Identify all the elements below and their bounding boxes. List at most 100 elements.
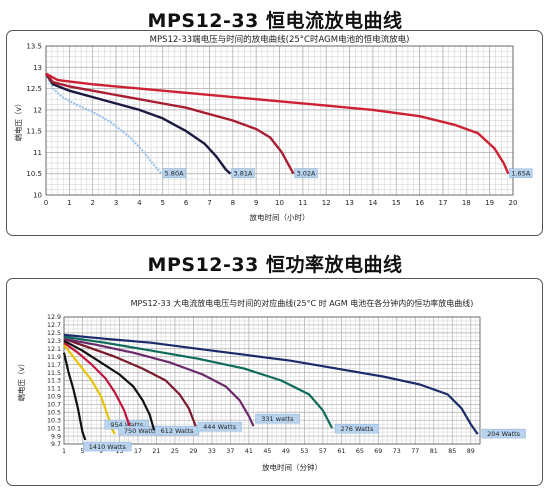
chart2-y-tick-label: 10.5 xyxy=(47,409,61,416)
chart1-y-tick-label: 10.5 xyxy=(26,170,42,178)
chart2-series-line xyxy=(63,335,334,429)
chart1-y-tick-label: 10 xyxy=(33,192,42,200)
chart1-y-axis-label: 端电压（v） xyxy=(13,100,23,142)
chart2-x-tick-label: 1 xyxy=(62,448,66,455)
chart2-series-line xyxy=(63,339,156,431)
chart1-y-tick-label: 13 xyxy=(33,64,42,72)
chart1-series-label: 1.65A xyxy=(511,170,530,178)
chart2-title: MPS12-33 大电流放电电压与时间的对应曲线(25°C 时 AGM 电池在各… xyxy=(131,298,474,308)
chart1-x-tick-label: 11 xyxy=(298,199,307,207)
chart2-y-tick-label: 10.3 xyxy=(47,417,61,424)
chart2-series-line xyxy=(62,352,87,441)
chart1-x-tick-label: 14 xyxy=(368,199,377,207)
chart2-x-tick-label: 21 xyxy=(152,448,160,455)
chart1-x-tick-label: 15 xyxy=(392,199,401,207)
chart2-series-label: 612 Watts xyxy=(161,427,195,435)
chart1-x-tick-label: 13 xyxy=(345,199,354,207)
chart1-series-label-box xyxy=(509,168,533,178)
chart1-x-tick-label: 1 xyxy=(67,199,71,207)
chart1-series-line xyxy=(45,73,163,175)
chart1-series-label-box xyxy=(231,168,255,178)
chart2-x-tick-label: 33 xyxy=(208,448,216,455)
chart1-y-tick-label: 11.5 xyxy=(26,128,42,136)
chart2-series-line xyxy=(63,333,479,435)
chart2-x-tick-label: 89 xyxy=(467,448,475,455)
chart1-x-axis-label: 放电时间（小时） xyxy=(250,212,310,222)
chart2-x-tick-label: 53 xyxy=(300,448,308,455)
chart2-x-tick-label: 45 xyxy=(263,448,271,455)
chart2-series-label-box xyxy=(481,428,526,439)
chart2-y-tick-label: 10.1 xyxy=(47,425,61,432)
chart2-x-tick-label: 85 xyxy=(448,448,456,455)
chart1-x-tick-label: 18 xyxy=(462,199,471,207)
chart2-x-tick-label: 65 xyxy=(356,448,364,455)
chart1-plot-frame xyxy=(45,45,514,196)
chart2-x-tick-label: 5 xyxy=(80,448,84,455)
chart2-panel xyxy=(6,278,543,486)
chart1-x-tick-label: 16 xyxy=(415,199,424,207)
chart1-series-label: 5.80A xyxy=(165,170,184,178)
chart1-series-label: 3.81A xyxy=(234,170,253,178)
chart1-series-line xyxy=(45,72,295,175)
chart2-series-label-box xyxy=(83,441,132,452)
chart2-x-tick-label: 37 xyxy=(226,448,234,455)
chart2-y-tick-label: 11.7 xyxy=(47,362,61,369)
chart1-x-tick-label: 8 xyxy=(231,199,235,207)
chart1-series-line xyxy=(44,73,232,175)
chart2-y-tick-label: 12.5 xyxy=(47,330,61,337)
chart2-x-tick-label: 69 xyxy=(374,448,382,455)
chart2-x-tick-label: 57 xyxy=(319,448,327,455)
chart2-y-tick-label: 11.1 xyxy=(47,386,61,393)
chart2-series-label: 276 Watts xyxy=(341,425,375,433)
chart1-x-tick-label: 12 xyxy=(322,199,331,207)
chart2-x-tick-label: 81 xyxy=(430,448,438,455)
chart2-y-tick-label: 12.9 xyxy=(47,314,61,321)
chart2-series-label: 954 Watts xyxy=(110,421,144,429)
chart1-series-label-box xyxy=(294,168,318,178)
chart1-x-tick-label: 19 xyxy=(485,199,494,207)
chart2-x-tick-label: 41 xyxy=(245,448,253,455)
chart2-y-tick-label: 12.3 xyxy=(47,338,61,345)
chart1-x-tick-label: 9 xyxy=(254,199,258,207)
chart2-series-label: 204 Watts xyxy=(487,430,521,438)
chart2-x-tick-label: 9 xyxy=(99,448,103,455)
chart2-x-tick-label: 73 xyxy=(393,448,401,455)
chart2-series-label-box xyxy=(197,421,242,432)
chart2-x-axis-label: 放电时间（分钟） xyxy=(262,462,322,472)
chart2-y-tick-label: 12.1 xyxy=(47,346,61,353)
chart2-y-tick-label: 12.7 xyxy=(47,322,61,329)
chart2-series-line xyxy=(63,341,134,433)
chart1-x-tick-label: 5 xyxy=(161,199,165,207)
chart2-x-tick-label: 61 xyxy=(337,448,345,455)
chart2-y-tick-label: 9.9 xyxy=(51,433,61,440)
chart2-y-tick-label: 10.7 xyxy=(47,402,61,409)
chart2-series-line xyxy=(63,337,255,427)
chart2-y-tick-label: 11.3 xyxy=(47,378,61,385)
chart1-series-label: 3.02A xyxy=(297,170,316,178)
chart2-x-tick-label: 13 xyxy=(115,448,123,455)
chart1-y-tick-label: 12 xyxy=(33,106,42,114)
chart1-series-line xyxy=(45,72,510,175)
chart1-x-tick-label: 20 xyxy=(509,199,518,207)
chart2-series-label-box xyxy=(255,413,300,424)
chart2-x-tick-label: 29 xyxy=(189,448,197,455)
chart1-panel xyxy=(6,30,543,236)
chart1-x-tick-label: 6 xyxy=(184,199,189,207)
chart2-x-tick-label: 17 xyxy=(134,448,142,455)
chart2-x-tick-label: 49 xyxy=(282,448,290,455)
chart2-x-tick-label: 77 xyxy=(411,448,419,455)
chart2-y-tick-label: 11.5 xyxy=(47,370,61,377)
chart2-series-label: 1410 Watts xyxy=(89,443,127,451)
chart2-series-label: 331 watts xyxy=(261,415,294,423)
chart1-x-tick-label: 4 xyxy=(137,199,142,207)
chart1-x-tick-label: 2 xyxy=(90,199,94,207)
chart2-y-tick-label: 9.7 xyxy=(51,441,61,448)
chart1-x-tick-label: 0 xyxy=(44,199,48,207)
chart2-y-axis-label: 端电压（v） xyxy=(16,360,26,402)
chart1-title: MPS12-33端电压与时间的放电曲线(25°C时AGM电池的恒电流放电) xyxy=(150,34,410,45)
chart2-x-tick-label: 25 xyxy=(171,448,179,455)
chart2-series-label: 444 Watts xyxy=(203,423,237,431)
chart1-y-tick-label: 11 xyxy=(33,149,42,157)
chart1-y-tick-label: 12.5 xyxy=(26,85,42,93)
